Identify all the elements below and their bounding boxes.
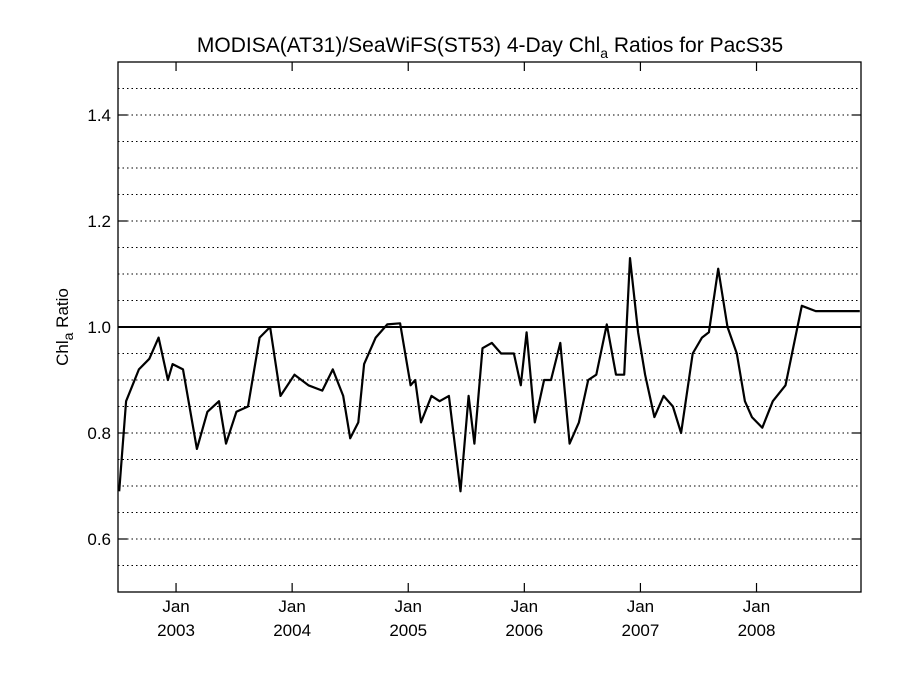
x-tick-label-month: Jan — [162, 597, 189, 616]
x-tick-label-year: 2003 — [157, 621, 195, 640]
chart-title-prefix: MODISA(AT31)/SeaWiFS(ST53) 4-Day Chl — [197, 34, 600, 57]
y-axis-title: Chla Ratio — [53, 288, 76, 366]
x-tick-label-month: Jan — [278, 597, 305, 616]
y-tick-label: 1.4 — [87, 106, 111, 125]
x-tick-label-month: Jan — [511, 597, 538, 616]
y-axis-title-prefix: Chl — [53, 340, 72, 366]
chart-title: MODISA(AT31)/SeaWiFS(ST53) 4-Day Chla Ra… — [197, 34, 783, 61]
y-tick-label: 0.6 — [87, 530, 111, 549]
x-tick-label-year: 2004 — [273, 621, 311, 640]
x-tick-label-year: 2007 — [622, 621, 660, 640]
series-line — [118, 257, 860, 493]
x-tick-label-month: Jan — [627, 597, 654, 616]
x-tick-label-year: 2008 — [738, 621, 776, 640]
chart-title-subscript: a — [600, 45, 608, 61]
x-tick-label-month: Jan — [395, 597, 422, 616]
y-tick-labels: 0.6 0.8 1.0 1.2 1.4 — [87, 106, 111, 549]
y-axis-title-suffix: Ratio — [53, 288, 72, 332]
x-tick-label-year: 2005 — [389, 621, 427, 640]
y-tick-label: 0.8 — [87, 424, 111, 443]
x-tick-label-month: Jan — [743, 597, 770, 616]
x-tick-label-year: 2006 — [505, 621, 543, 640]
y-axis-title-subscript: a — [60, 332, 76, 340]
chart-title-suffix: Ratios for PacS35 — [608, 34, 783, 57]
y-tick-label: 1.0 — [87, 318, 111, 337]
y-tick-label: 1.2 — [87, 212, 111, 231]
series-group — [118, 257, 860, 493]
plot-frame — [117, 61, 862, 593]
x-tick-labels: Jan 2003 Jan 2004 Jan 2005 Jan 2006 Jan 2007 Jan 20… — [157, 597, 775, 640]
